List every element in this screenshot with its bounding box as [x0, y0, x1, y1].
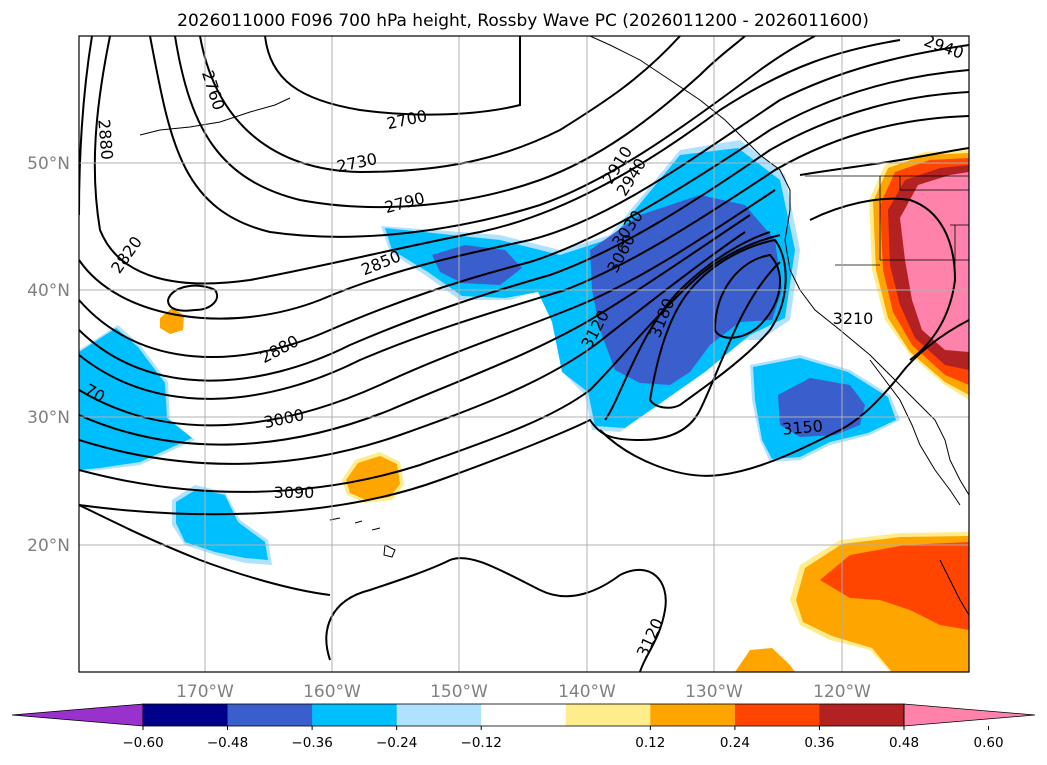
- coastlines: [139, 36, 969, 616]
- colorbar-tick-label: −0.60: [122, 735, 163, 751]
- contour-3060: [79, 231, 746, 465]
- colorbar-tick-label: −0.12: [461, 735, 502, 751]
- lon-label: 170°W: [176, 682, 234, 702]
- lon-label: 160°W: [303, 682, 361, 702]
- contour-3180: [649, 238, 787, 409]
- lat-label: 40°N: [27, 281, 70, 301]
- contour-closed-low: [167, 284, 218, 312]
- lat-label: 30°N: [27, 408, 70, 428]
- shading-blue-ca-offshore: [778, 378, 865, 437]
- contour-3090: [79, 234, 781, 493]
- colorbar-tick-label: 0.12: [635, 735, 665, 751]
- contour-3120-sw: [79, 504, 331, 596]
- colorbar-tick-label: −0.48: [207, 735, 248, 751]
- colorbar-swatch: [143, 704, 229, 726]
- coast-baja: [869, 359, 961, 506]
- colorbar-ticks: −0.60 −0.48 −0.36 −0.24 −0.12 0.12 0.24 0.36 0.4…: [122, 726, 1004, 751]
- contour-2700: [264, 36, 521, 116]
- shading-cyan-subtropic: [176, 489, 268, 560]
- colorbar-swatch: [481, 704, 567, 726]
- map-panel: 2940 2760 2880 2700 2730 2910 2940 2790 …: [78, 35, 970, 673]
- contour-2880: [79, 69, 969, 358]
- contour-3120: [79, 261, 781, 516]
- shading-orange-baja: [735, 648, 795, 672]
- lon-label: 120°W: [813, 682, 871, 702]
- colorbar-tick-label: 0.48: [889, 735, 919, 751]
- coast-mexico: [939, 559, 969, 616]
- colorbar-extend-min: [11, 703, 144, 727]
- contour-label: 3090: [274, 483, 315, 502]
- shading-pink-west-us: [900, 172, 969, 352]
- colorbar-tick-label: −0.24: [376, 735, 417, 751]
- contour-2730: [199, 36, 681, 174]
- contour-3210: [714, 253, 782, 339]
- contour-west-us-ridge: [799, 147, 969, 176]
- lat-label: 20°N: [27, 536, 70, 556]
- contour-2760: [174, 36, 746, 209]
- coast-north-america: [589, 36, 969, 496]
- political-borders: [805, 175, 969, 275]
- contour-label: 3150: [781, 416, 823, 438]
- longitude-labels: 170°W 160°W 150°W 140°W 130°W 120°W: [176, 682, 871, 702]
- contour-2820: [93, 36, 901, 285]
- colorbar-frame: [142, 703, 905, 727]
- shading-red-mexico: [820, 542, 969, 630]
- colorbar-extend-max: [903, 703, 1036, 727]
- shading-blue-dateline-east: [432, 245, 522, 285]
- contour-3030: [79, 214, 751, 446]
- contour-2790: [149, 36, 816, 238]
- colorbar-swatch: [396, 704, 482, 726]
- contour-2850-main: [79, 44, 969, 320]
- colorbar-swatches: [11, 703, 1036, 727]
- contour-3150-south: [599, 319, 969, 477]
- figure-title: 2026011000 F096 700 hPa height, Rossby W…: [177, 11, 869, 31]
- colorbar-tick-label: 0.36: [804, 735, 834, 751]
- colorbar-swatch: [734, 704, 820, 726]
- colorbar-swatch: [650, 704, 736, 726]
- contour-label: 2880: [94, 118, 116, 160]
- colorbar: −0.60 −0.48 −0.36 −0.24 −0.12 0.12 0.24 0.36 0.4…: [11, 703, 1036, 751]
- height-contours: [79, 36, 969, 672]
- contour-label: 3210: [833, 309, 874, 328]
- positive-anomaly-shading: [160, 150, 969, 672]
- lon-label: 140°W: [558, 682, 616, 702]
- colorbar-swatch: [312, 704, 398, 726]
- graticule: [79, 36, 969, 672]
- colorbar-tick-label: 0.60: [974, 735, 1004, 751]
- contour-3000: [79, 189, 776, 427]
- lat-label: 50°N: [27, 154, 70, 174]
- lon-label: 130°W: [685, 682, 743, 702]
- map-frame: [78, 35, 970, 673]
- contour-3120-south: [325, 557, 667, 672]
- contour-2910: [79, 91, 969, 382]
- latitude-labels: 50°N 40°N 30°N 20°N: [27, 154, 70, 556]
- lon-label: 150°W: [430, 682, 488, 702]
- coast-hawaii: [329, 517, 396, 558]
- colorbar-swatch: [819, 704, 905, 726]
- shading-cyan-west: [79, 328, 192, 470]
- border-us-states: [835, 176, 969, 275]
- colorbar-swatch: [227, 704, 313, 726]
- coast-alaska-islands: [139, 97, 291, 136]
- colorbar-swatch: [565, 704, 651, 726]
- colorbar-tick-label: −0.36: [291, 735, 332, 751]
- contour-west-us-ridge-2: [809, 197, 957, 361]
- colorbar-tick-label: 0.24: [720, 735, 750, 751]
